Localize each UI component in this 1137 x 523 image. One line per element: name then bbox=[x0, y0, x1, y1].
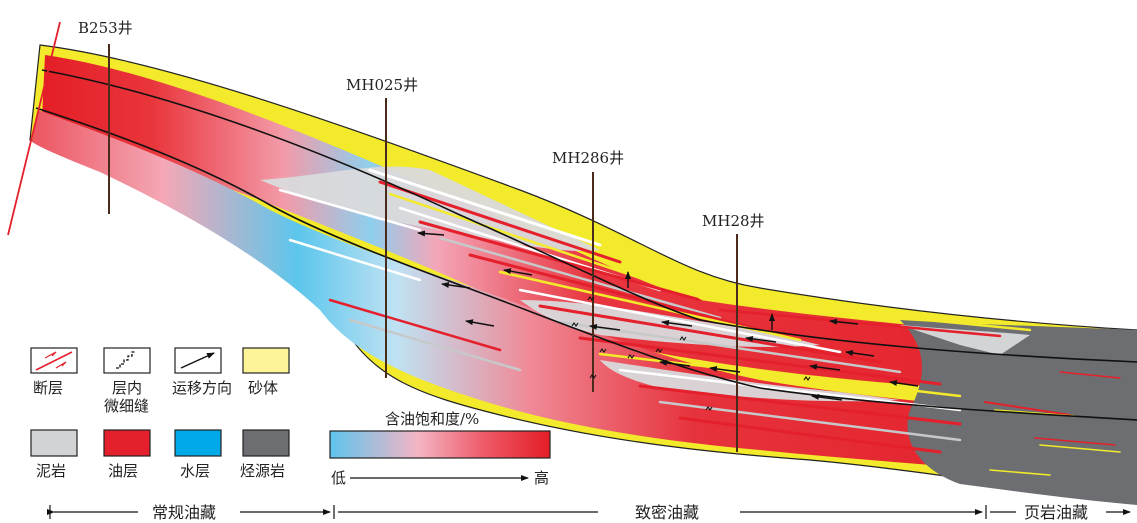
legend-water: 水层 bbox=[174, 429, 222, 480]
legend-source-rock: 烃源岩 bbox=[240, 429, 290, 480]
oil-swatch bbox=[103, 429, 151, 457]
fault-icon bbox=[35, 351, 73, 371]
legend-migration-label: 运移方向 bbox=[172, 379, 232, 397]
zone-axis bbox=[47, 505, 1131, 519]
saturation-low-label: 低 bbox=[331, 469, 346, 487]
layer-boundaries bbox=[35, 69, 1137, 421]
legend-sand: 砂体 bbox=[242, 347, 290, 397]
fracture-marks bbox=[571, 296, 811, 411]
fault-line bbox=[7, 21, 61, 236]
legend-fault: 断层 bbox=[30, 347, 78, 397]
well-mh28: MH28井 bbox=[702, 212, 765, 452]
migration-arrow-icon bbox=[180, 352, 215, 369]
legend-source-rock-label: 烃源岩 bbox=[240, 462, 285, 480]
legend-migration: 运移方向 bbox=[172, 347, 232, 397]
zone-label-shale: 页岩油藏 bbox=[1024, 503, 1088, 522]
saturation-title: 含油饱和度/% bbox=[385, 410, 479, 428]
source-rock-streaks bbox=[984, 371, 1121, 476]
well-label-mh025: MH025井 bbox=[346, 76, 418, 94]
legend-mudstone-label: 泥岩 bbox=[36, 462, 66, 480]
saturation-scale: 含油饱和度/% 低 高 bbox=[329, 410, 551, 487]
legend-water-label: 水层 bbox=[180, 462, 210, 480]
well-mh286: MH286井 bbox=[552, 149, 624, 392]
well-label-mh28: MH28井 bbox=[702, 212, 765, 230]
saturation-gradient-bar bbox=[329, 430, 551, 459]
legend-oil-label: 油层 bbox=[108, 462, 138, 480]
sand-swatch bbox=[242, 347, 290, 374]
legend-sand-label: 砂体 bbox=[248, 379, 278, 397]
water-swatch bbox=[174, 429, 222, 457]
source-rock-swatch bbox=[242, 429, 290, 457]
zone-label-conventional: 常规油藏 bbox=[152, 503, 216, 522]
mudstone-swatch bbox=[30, 429, 78, 457]
migration-arrows bbox=[417, 230, 919, 401]
upper-reservoir bbox=[42, 55, 1137, 400]
well-label-b253: B253井 bbox=[78, 19, 133, 37]
well-b253: B253井 bbox=[78, 19, 133, 214]
legend-fracture-label-1: 层内 bbox=[112, 379, 142, 397]
legend-oil: 油层 bbox=[103, 429, 151, 480]
legend-mudstone: 泥岩 bbox=[30, 429, 78, 480]
stair-fracture-icon bbox=[116, 351, 136, 369]
well-label-mh286: MH286井 bbox=[552, 149, 624, 167]
legend-fracture-label-2: 微细缝 bbox=[104, 397, 149, 415]
legend-fault-label: 断层 bbox=[33, 379, 63, 397]
legend: 断层 层内 微细缝 运移方向 砂体 泥岩 油层 水层 bbox=[30, 347, 551, 487]
saturation-high-label: 高 bbox=[534, 469, 549, 487]
well-mh025: MH025井 bbox=[346, 76, 418, 378]
zone-label-tight: 致密油藏 bbox=[635, 503, 699, 522]
legend-fracture: 层内 微细缝 bbox=[103, 347, 151, 415]
